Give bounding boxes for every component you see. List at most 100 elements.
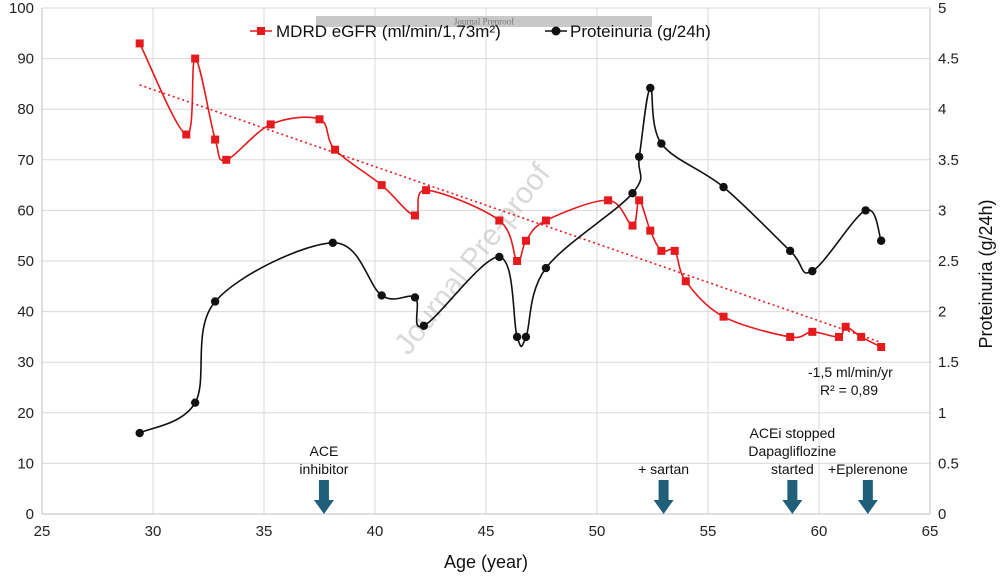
proteinuria-point bbox=[495, 252, 504, 262]
event-arrow-icon bbox=[313, 480, 334, 514]
y-left-tick-label: 0 bbox=[26, 506, 34, 523]
egfr-point bbox=[786, 332, 795, 341]
event-arrow-icon bbox=[653, 480, 674, 514]
watermark: Journal Pre-proof bbox=[388, 157, 557, 360]
egfr-point bbox=[495, 216, 504, 225]
egfr-point bbox=[266, 120, 275, 129]
egfr-point bbox=[422, 186, 431, 195]
y-right-tick-label: 5 bbox=[938, 0, 946, 17]
egfr-point bbox=[681, 277, 690, 286]
egfr-point bbox=[877, 343, 886, 352]
proteinuria-point bbox=[190, 398, 200, 407]
proteinuria-line bbox=[139, 87, 882, 434]
event-arrow-icon bbox=[782, 480, 803, 514]
y-right-tick-label: 2.5 bbox=[938, 253, 959, 270]
proteinuria-point bbox=[808, 266, 817, 276]
egfr-point bbox=[646, 226, 655, 235]
watermark-text: Journal Pre-proof bbox=[388, 157, 557, 360]
egfr-point bbox=[211, 135, 220, 144]
proteinuria-point bbox=[785, 246, 795, 256]
y-left-tick-label: 100 bbox=[9, 0, 34, 17]
legend-egfr-marker bbox=[257, 27, 265, 35]
tick-labels: 0 10 20 30 40 50 60 70 80 90 100 0 0.5 1 1.5 2 2.5 3 3.5 4 4… bbox=[9, 0, 959, 540]
y-left-tick-label: 90 bbox=[17, 51, 34, 68]
legend-proteinuria-label: Proteinuria (g/24h) bbox=[570, 22, 711, 41]
proteinuria-point bbox=[512, 332, 522, 342]
x-tick-label: 40 bbox=[367, 523, 384, 540]
axes bbox=[41, 8, 931, 515]
trendline-egfr bbox=[139, 84, 882, 344]
x-tick-label: 60 bbox=[811, 523, 828, 540]
proteinuria-point bbox=[135, 428, 144, 438]
egfr-point bbox=[628, 221, 637, 230]
y-left-tick-label: 60 bbox=[17, 202, 34, 219]
proteinuria-point bbox=[657, 139, 666, 148]
y-right-tick-label: 0.5 bbox=[938, 455, 959, 472]
egfr-point bbox=[604, 196, 613, 205]
event-arrow-icon bbox=[857, 480, 878, 514]
egfr-point bbox=[331, 145, 340, 154]
y-left-tick-label: 80 bbox=[17, 101, 34, 118]
y-right-tick-label: 1.5 bbox=[938, 354, 959, 371]
proteinuria-point bbox=[419, 321, 429, 330]
proteinuria-point bbox=[646, 83, 655, 93]
preproof-banner bbox=[316, 16, 652, 27]
egfr-point bbox=[841, 322, 850, 331]
y-right-tick-label: 4 bbox=[938, 101, 946, 118]
y-left-tick-label: 20 bbox=[17, 405, 34, 422]
x-tick-label: 55 bbox=[700, 523, 717, 540]
proteinuria-point bbox=[876, 236, 886, 245]
proteinuria-point bbox=[541, 263, 551, 273]
egfr-point bbox=[222, 155, 231, 164]
y-right-tick-label: 3.5 bbox=[938, 152, 959, 169]
x-axis-title: Age (year) bbox=[444, 552, 528, 572]
x-tick-label: 35 bbox=[256, 523, 273, 540]
y-left-tick-label: 50 bbox=[17, 253, 34, 270]
trendline bbox=[139, 84, 882, 344]
egfr-point bbox=[657, 246, 666, 255]
y-right-tick-label: 2 bbox=[938, 304, 946, 321]
event-label: started bbox=[771, 461, 814, 477]
egfr-point bbox=[670, 246, 679, 255]
egfr-point bbox=[377, 181, 386, 190]
y-left-tick-label: 30 bbox=[17, 354, 34, 371]
proteinuria-point bbox=[521, 332, 531, 342]
x-tick-label: 65 bbox=[922, 523, 939, 540]
legend-egfr-label: MDRD eGFR (ml/min/1,73m²) bbox=[276, 22, 501, 41]
egfr-point bbox=[315, 115, 324, 124]
x-tick-label: 25 bbox=[34, 523, 51, 540]
series-egfr bbox=[135, 39, 886, 352]
proteinuria-point bbox=[210, 297, 220, 306]
egfr-point bbox=[182, 130, 191, 139]
egfr-point bbox=[513, 257, 522, 265]
egfr-point bbox=[410, 211, 419, 220]
series-proteinuria bbox=[135, 83, 886, 438]
x-tick-label: 50 bbox=[589, 523, 606, 540]
proteinuria-point bbox=[861, 206, 870, 215]
trend-r2-label: R² = 0,89 bbox=[820, 382, 878, 398]
egfr-point bbox=[834, 332, 843, 341]
event-annotation: +Eplerenone bbox=[828, 461, 908, 514]
proteinuria-point bbox=[410, 293, 420, 302]
proteinuria-point bbox=[634, 152, 644, 161]
event-annotation: ACEi stopped Dapagliflozine started bbox=[748, 425, 837, 514]
y-left-tick-label: 10 bbox=[17, 455, 34, 472]
y-right-axis-title: Proteinuria (g/24h) bbox=[976, 199, 996, 348]
proteinuria-point bbox=[328, 238, 338, 247]
egfr-point bbox=[135, 39, 144, 48]
y-right-tick-label: 0 bbox=[938, 506, 946, 523]
preproof-banner-text: Journal Preproof bbox=[454, 17, 514, 27]
event-annotation: + sartan bbox=[638, 461, 689, 514]
x-tick-label: 45 bbox=[478, 523, 495, 540]
proteinuria-point bbox=[719, 182, 728, 192]
event-annotations: ACE inhibitor + sartan ACEi stopped Dapaglif… bbox=[299, 425, 908, 514]
event-label: +Eplerenone bbox=[828, 461, 908, 477]
y-right-tick-label: 4.5 bbox=[938, 51, 959, 68]
egfr-point bbox=[857, 332, 866, 341]
legend-proteinuria-marker bbox=[551, 26, 561, 36]
y-right-tick-label: 1 bbox=[938, 405, 946, 422]
event-label: Dapagliflozine bbox=[748, 443, 836, 459]
proteinuria-point bbox=[377, 291, 386, 300]
egfr-point bbox=[719, 312, 728, 321]
legend: Journal Preproof MDRD eGFR (ml/min/1,73m… bbox=[250, 16, 711, 41]
